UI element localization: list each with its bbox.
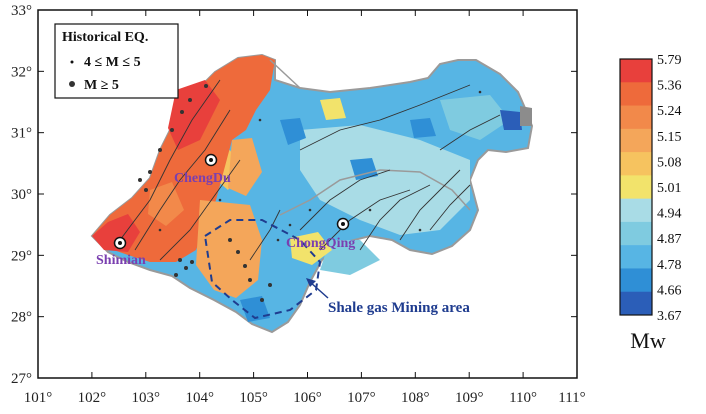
colorbar-label: 4.78 bbox=[657, 258, 682, 273]
y-tick-label: 33° bbox=[11, 3, 32, 19]
colorbar-label: 3.67 bbox=[657, 309, 682, 324]
x-tick-label: 107° bbox=[347, 390, 376, 406]
mining-area-outline bbox=[203, 219, 322, 320]
city-marker-chongqing-dot bbox=[341, 222, 345, 226]
y-tick-label: 30° bbox=[11, 187, 32, 203]
y-tick-label: 32° bbox=[11, 64, 32, 80]
colorbar-label: 5.24 bbox=[657, 104, 682, 119]
mining-arrow-line bbox=[309, 281, 329, 299]
colorbar-label: 5.36 bbox=[657, 79, 682, 94]
x-tick-label: 108° bbox=[401, 390, 430, 406]
colorbar-segment bbox=[620, 245, 652, 269]
colorbar-segment bbox=[620, 105, 652, 130]
colorbar-label: 5.15 bbox=[657, 130, 682, 145]
y-tick-label: 29° bbox=[11, 248, 32, 264]
x-tick-label: 103° bbox=[132, 390, 161, 406]
colorbar-segment bbox=[620, 82, 652, 107]
colorbar-label: 5.79 bbox=[657, 53, 682, 68]
colorbar-label: 4.87 bbox=[657, 232, 682, 247]
colorbar-segment bbox=[620, 59, 652, 83]
x-tick-label: 110° bbox=[509, 390, 537, 406]
x-tick-label: 104° bbox=[185, 390, 214, 406]
axis-ticks bbox=[37, 9, 578, 379]
colorbar-segment bbox=[620, 221, 652, 246]
x-tick-label: 106° bbox=[293, 390, 322, 406]
colorbar-label: 5.08 bbox=[657, 155, 682, 170]
earthquake-dots bbox=[138, 84, 482, 302]
small-quake-marker bbox=[70, 60, 74, 64]
legend-box bbox=[54, 23, 179, 99]
city-label-shimian: Shimian bbox=[96, 253, 146, 268]
colorbar-frame bbox=[619, 58, 653, 316]
city-marker-chengdu-dot bbox=[209, 158, 213, 162]
mw-region bbox=[90, 53, 534, 334]
mining-label: Shale gas Mining area bbox=[328, 300, 470, 316]
legend-small-label: 4 ≤ M ≤ 5 bbox=[84, 55, 141, 70]
y-tick-labels: 33° 32° 31° 30° 29° 28° 27° bbox=[11, 3, 32, 387]
large-quake-marker bbox=[69, 81, 75, 87]
x-tick-labels: 101° 102° 103° 104° 105° 106° 107° 108° … bbox=[24, 390, 586, 406]
eq-legend: Historical EQ. 4 ≤ M ≤ 5 M ≥ 5 bbox=[54, 23, 179, 99]
colorbar-segment bbox=[620, 268, 652, 293]
mining-annotation: Shale gas Mining area bbox=[306, 278, 470, 316]
colorbar-segment bbox=[620, 128, 652, 153]
colorbar-label: 4.66 bbox=[657, 283, 682, 298]
legend-title: Historical EQ. bbox=[62, 30, 148, 45]
mining-arrow-head bbox=[306, 278, 316, 287]
colorbar-label: 4.94 bbox=[657, 207, 682, 222]
y-tick-label: 28° bbox=[11, 310, 32, 326]
x-tick-label: 109° bbox=[455, 390, 484, 406]
x-tick-label: 101° bbox=[24, 390, 53, 406]
x-tick-label: 111° bbox=[558, 390, 585, 406]
y-tick-label: 31° bbox=[11, 126, 32, 142]
colorbar-segment bbox=[620, 198, 652, 223]
colorbar-segment bbox=[620, 152, 652, 176]
colorbar-segment bbox=[620, 175, 652, 200]
city-label-chongqing: ChongQing bbox=[286, 236, 355, 251]
city-label-chengdu: ChengDu bbox=[174, 171, 231, 186]
colorbar-segment bbox=[620, 291, 652, 316]
x-tick-label: 102° bbox=[78, 390, 107, 406]
y-tick-label: 27° bbox=[11, 371, 32, 387]
x-tick-label: 105° bbox=[239, 390, 268, 406]
colorbar-label: 5.01 bbox=[657, 181, 682, 196]
city-marker-shimian-dot bbox=[118, 241, 122, 245]
colorbar: 5.79 5.36 5.24 5.15 5.08 5.01 4.94 4.87 4.78 4.66… bbox=[619, 53, 682, 324]
legend-large-label: M ≥ 5 bbox=[84, 78, 119, 93]
fault-lines bbox=[119, 79, 501, 261]
colorbar-unit: Mw bbox=[630, 328, 666, 353]
city-markers: ChengDu ChongQing Shimian bbox=[96, 153, 355, 268]
